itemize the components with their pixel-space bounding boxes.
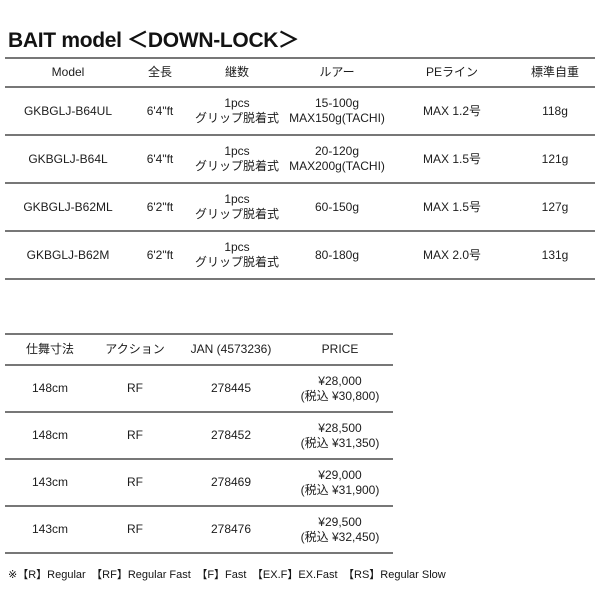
price-cell: ¥28,000 (税込 ¥30,800)	[300, 373, 380, 403]
table-row: 143cm RF 278469 ¥29,000 (税込 ¥31,900)	[5, 459, 393, 506]
weight-cell: 127g	[541, 199, 569, 214]
price-cell: ¥29,000 (税込 ¥31,900)	[300, 467, 380, 497]
model-cell: GKBGLJ-B64L	[28, 151, 108, 166]
lure-cell: 15-100g MAX150g(TACHI)	[289, 96, 385, 125]
table-row: 148cm RF 278452 ¥28,500 (税込 ¥31,350)	[5, 412, 393, 459]
peline-cell: MAX 1.2号	[422, 103, 482, 118]
model-cell: GKBGLJ-B62ML	[23, 199, 113, 214]
lure-cell: 80-180g	[314, 247, 360, 262]
length-cell: 6'2"ft	[146, 247, 174, 262]
length-cell: 6'2"ft	[146, 199, 174, 214]
pieces-cell: 1pcs グリップ脱着式	[194, 192, 279, 221]
jan-cell: 278445	[210, 381, 252, 395]
jan-cell: 278452	[210, 428, 252, 442]
weight-cell: 121g	[541, 151, 569, 166]
model-cell: GKBGLJ-B64UL	[23, 103, 113, 118]
price-cell: ¥28,500 (税込 ¥31,350)	[300, 420, 380, 450]
spec-header-row: Model 全長 継数 ルアー PEライン 標準自重	[5, 58, 595, 87]
action-cell: RF	[127, 522, 143, 536]
weight-cell: 131g	[541, 247, 569, 262]
spec-col-weight: 標準自重	[530, 65, 579, 79]
closed-length-cell: 143cm	[31, 475, 69, 489]
spec-col-model: Model	[51, 65, 85, 79]
lure-cell: 20-120g MAX200g(TACHI)	[289, 144, 385, 173]
action-cell: RF	[127, 381, 143, 395]
price-table: 仕舞寸法 アクション JAN (4573236) PRICE 148cm RF …	[5, 333, 393, 554]
spec-table-grid: Model 全長 継数 ルアー PEライン 標準自重 GKBGLJ-B64UL …	[5, 57, 595, 280]
price-col-closed-length: 仕舞寸法	[25, 342, 74, 356]
price-col-jan: JAN (4573236)	[190, 342, 272, 356]
pieces-cell: 1pcs グリップ脱着式	[194, 144, 279, 173]
price-cell: ¥29,500 (税込 ¥32,450)	[300, 514, 380, 544]
jan-cell: 278469	[210, 475, 252, 489]
spec-col-pieces: 継数	[224, 65, 249, 79]
closed-length-cell: 143cm	[31, 522, 69, 536]
action-cell: RF	[127, 428, 143, 442]
lure-cell: 60-150g	[314, 199, 360, 214]
spec-col-length: 全長	[147, 65, 172, 79]
pieces-cell: 1pcs グリップ脱着式	[194, 240, 279, 269]
closed-length-cell: 148cm	[31, 428, 69, 442]
spec-col-peline: PEライン	[425, 65, 478, 79]
price-header-row: 仕舞寸法 アクション JAN (4573236) PRICE	[5, 334, 393, 365]
table-row: GKBGLJ-B64UL 6'4"ft 1pcs グリップ脱着式 15-100g…	[5, 87, 595, 135]
page-title: BAIT model ＜DOWN-LOCK＞	[8, 29, 299, 52]
price-col-price: PRICE	[321, 342, 359, 356]
peline-cell: MAX 1.5号	[422, 199, 482, 214]
pieces-cell: 1pcs グリップ脱着式	[194, 96, 279, 125]
peline-cell: MAX 1.5号	[422, 151, 482, 166]
model-cell: GKBGLJ-B62M	[26, 247, 110, 262]
price-col-action: アクション	[105, 342, 165, 356]
weight-cell: 118g	[542, 103, 568, 118]
table-row: 143cm RF 278476 ¥29,500 (税込 ¥32,450)	[5, 506, 393, 553]
spec-table: Model 全長 継数 ルアー PEライン 標準自重 GKBGLJ-B64UL …	[5, 57, 595, 280]
action-legend-footnote: ※【R】Regular 【RF】Regular Fast 【F】Fast 【EX…	[8, 569, 446, 581]
peline-cell: MAX 2.0号	[422, 247, 482, 262]
table-row: 148cm RF 278445 ¥28,000 (税込 ¥30,800)	[5, 365, 393, 412]
length-cell: 6'4"ft	[146, 103, 174, 118]
price-table-grid: 仕舞寸法 アクション JAN (4573236) PRICE 148cm RF …	[5, 333, 393, 554]
table-row: GKBGLJ-B62ML 6'2"ft 1pcs グリップ脱着式 60-150g…	[5, 183, 595, 231]
spec-col-lure: ルアー	[319, 65, 355, 79]
table-row: GKBGLJ-B64L 6'4"ft 1pcs グリップ脱着式 20-120g …	[5, 135, 595, 183]
length-cell: 6'4"ft	[146, 151, 174, 166]
closed-length-cell: 148cm	[31, 381, 69, 395]
action-cell: RF	[127, 475, 143, 489]
table-row: GKBGLJ-B62M 6'2"ft 1pcs グリップ脱着式 80-180g …	[5, 231, 595, 279]
jan-cell: 278476	[210, 522, 252, 536]
